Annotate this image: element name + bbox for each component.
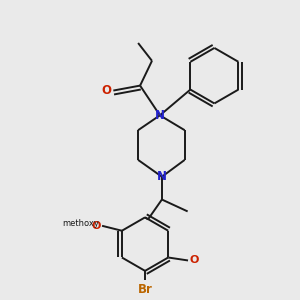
Text: methoxy: methoxy — [62, 219, 99, 228]
Text: Br: Br — [138, 283, 152, 296]
Text: N: N — [157, 170, 167, 183]
Text: O: O — [101, 84, 111, 97]
Text: N: N — [155, 109, 165, 122]
Text: O: O — [92, 221, 101, 231]
Text: O: O — [189, 256, 199, 266]
